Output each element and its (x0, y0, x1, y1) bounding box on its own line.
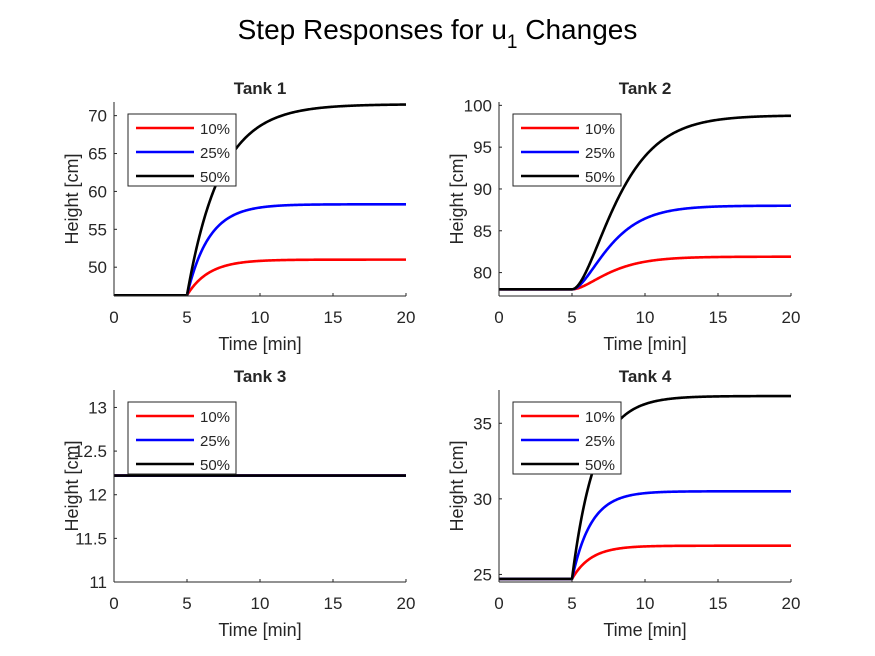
series-line-10pct (498, 255, 792, 291)
y-axis-label: Height [cm] (62, 153, 82, 244)
x-axis-label: Time [min] (218, 334, 301, 354)
y-tick-label: 12 (88, 486, 107, 505)
y-tick-label: 11 (89, 573, 107, 592)
legend-label: 10% (585, 409, 615, 426)
legend-label: 50% (585, 457, 615, 474)
series-line-25pct (113, 203, 407, 297)
x-tick-label: 10 (636, 308, 655, 327)
x-tick-label: 15 (324, 594, 343, 613)
legend: 10% 25% 50% (127, 113, 237, 187)
legend-label: 50% (585, 169, 615, 186)
figure-title: Step Responses for u1 Changes (0, 14, 875, 53)
y-tick-label: 35 (473, 414, 492, 433)
x-tick-label: 20 (782, 594, 801, 613)
x-axis-label: Time [min] (218, 620, 301, 640)
x-tick-label: 0 (109, 308, 118, 327)
legend-label: 10% (585, 121, 615, 138)
y-tick-label: 60 (88, 182, 107, 201)
x-tick-label: 5 (182, 594, 191, 613)
y-tick-label: 70 (88, 107, 107, 126)
x-tick-label: 10 (636, 594, 655, 613)
legend-box (512, 401, 622, 475)
y-tick-label: 12.5 (74, 442, 107, 461)
legend-label: 10% (200, 409, 230, 426)
legend-box (512, 113, 622, 187)
y-tick-label: 50 (88, 258, 107, 277)
y-tick-label: 65 (88, 145, 107, 164)
x-tick-label: 15 (709, 308, 728, 327)
y-axis-label: Height [cm] (447, 153, 467, 244)
legend-label: 10% (200, 121, 230, 138)
series-line-25pct (498, 489, 792, 581)
x-tick-label: 0 (494, 594, 503, 613)
subplot-title: Tank 1 (234, 79, 287, 98)
x-tick-label: 10 (251, 594, 270, 613)
x-tick-label: 15 (324, 308, 343, 327)
x-tick-label: 10 (251, 308, 270, 327)
x-tick-label: 20 (397, 594, 416, 613)
subplot-title: Tank 3 (234, 367, 287, 386)
legend-box (127, 401, 237, 475)
legend-label: 25% (200, 433, 230, 450)
x-axis-label: Time [min] (603, 620, 686, 640)
legend: 10% 25% 50% (127, 401, 237, 475)
legend-label: 50% (200, 457, 230, 474)
y-tick-label: 95 (473, 138, 492, 157)
subplot-tank-4: 0 5 10 15 20 25 30 35 Tank 4 Time [min] Height [cm… (447, 367, 800, 640)
y-tick-label: 90 (473, 180, 492, 199)
y-tick-label: 80 (473, 264, 492, 283)
y-tick-label: 30 (473, 490, 492, 509)
x-tick-label: 15 (709, 594, 728, 613)
subplot-title: Tank 2 (619, 79, 672, 98)
subplot-tank-1: 0 5 10 15 20 50 55 60 65 70 Tank 1 Time [min] Height… (62, 79, 415, 354)
x-axis-label: Time [min] (603, 334, 686, 354)
x-tick-label: 20 (782, 308, 801, 327)
figure-title-subscript: 1 (506, 32, 518, 53)
y-tick-label: 11.5 (75, 529, 107, 548)
subplot-title: Tank 4 (619, 367, 672, 386)
y-axis-label: Height [cm] (447, 440, 467, 531)
figure-title-main: Step Responses for u (237, 14, 507, 45)
x-tick-label: 0 (494, 308, 503, 327)
legend-label: 50% (200, 169, 230, 186)
legend-box (127, 113, 237, 187)
series-line-10pct (498, 544, 792, 581)
x-tick-label: 5 (567, 308, 576, 327)
y-tick-label: 85 (473, 222, 492, 241)
series-line-50pct (113, 103, 407, 297)
legend-label: 25% (585, 433, 615, 450)
series-line-10pct (113, 258, 407, 297)
legend-label: 25% (585, 145, 615, 162)
series-line-25pct (498, 204, 792, 291)
legend: 10% 25% 50% (512, 113, 622, 187)
x-tick-label: 5 (567, 594, 576, 613)
y-tick-label: 55 (88, 220, 107, 239)
series-line-50pct (498, 114, 792, 291)
y-tick-label: 25 (473, 565, 492, 584)
figure-title-tail: Changes (517, 14, 638, 45)
subplot-tank-3: 0 5 10 15 20 11 11.5 12 12.5 13 Tank 3 Time [min] He… (62, 367, 415, 640)
x-tick-label: 20 (397, 308, 416, 327)
x-tick-label: 0 (109, 594, 118, 613)
x-tick-label: 5 (182, 308, 191, 327)
y-tick-label: 100 (464, 96, 492, 115)
legend: 10% 25% 50% (512, 401, 622, 475)
series-line-50pct (498, 394, 792, 581)
y-axis-label: Height [cm] (62, 440, 82, 531)
subplot-tank-2: 0 5 10 15 20 80 85 90 95 100 Tank 2 Time [min] Heigh… (447, 79, 800, 354)
legend-label: 25% (200, 145, 230, 162)
y-tick-label: 13 (88, 398, 107, 417)
